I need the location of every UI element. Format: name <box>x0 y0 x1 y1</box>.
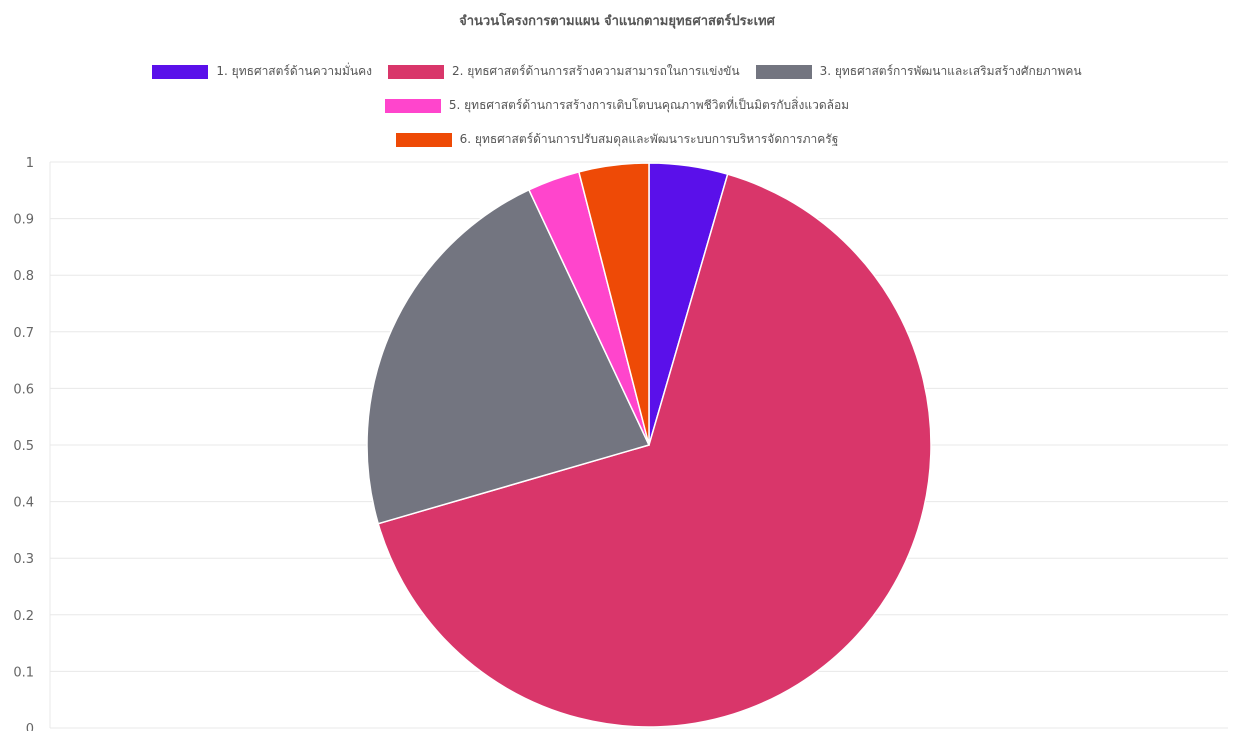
legend-swatch <box>755 64 812 79</box>
y-tick-label: 0.9 <box>13 213 34 228</box>
y-tick-label: 0.8 <box>13 269 34 284</box>
y-axis-ticks: 0 0.1 0.2 0.3 0.4 0.5 0.6 0.7 0.8 0.9 1 <box>13 156 34 731</box>
legend-item-6[interactable]: 6. ยุทธศาสตร์ด้านการปรับสมดุลและพัฒนาระบ… <box>395 130 839 149</box>
legend-swatch <box>395 132 452 147</box>
y-tick-label: 0 <box>26 722 34 731</box>
y-tick-label: 0.2 <box>13 609 34 624</box>
chart-title: จำนวนโครงการตามแผน จำแนกตามยุทธศาสตร์ประ… <box>459 14 775 29</box>
y-tick-label: 0.4 <box>13 496 34 511</box>
legend-label: 3. ยุทธศาสตร์การพัฒนาและเสริมสร้างศักยภา… <box>819 64 1082 78</box>
legend-label: 2. ยุทธศาสตร์ด้านการสร้างความสามารถในการ… <box>452 64 740 78</box>
legend-swatch <box>152 64 209 79</box>
legend-item-3[interactable]: 3. ยุทธศาสตร์การพัฒนาและเสริมสร้างศักยภา… <box>755 62 1082 81</box>
pie-slice-2[interactable] <box>377 173 932 728</box>
legend-item-5[interactable]: 5. ยุทธศาสตร์ด้านการสร้างการเติบโตบนคุณภ… <box>384 96 850 115</box>
legend-label: 6. ยุทธศาสตร์ด้านการปรับสมดุลและพัฒนาระบ… <box>459 132 839 146</box>
y-tick-label: 1 <box>26 156 34 171</box>
y-tick-label: 0.7 <box>13 326 34 341</box>
y-tick-label: 0.6 <box>13 382 34 397</box>
y-tick-label: 0.1 <box>13 665 34 680</box>
legend-row-1: 1. ยุทธศาสตร์ด้านความมั่นคง 2. ยุทธศาสตร… <box>0 62 1234 81</box>
pie-slice-3[interactable] <box>366 188 651 525</box>
legend-item-2[interactable]: 2. ยุทธศาสตร์ด้านการสร้างความสามารถในการ… <box>388 62 740 81</box>
legend-item-1[interactable]: 1. ยุทธศาสตร์ด้านความมั่นคง <box>152 62 372 81</box>
legend-row-2: 5. ยุทธศาสตร์ด้านการสร้างการเติบโตบนคุณภ… <box>0 96 1234 115</box>
legend-label: 1. ยุทธศาสตร์ด้านความมั่นคง <box>216 64 373 78</box>
pie-slice-5[interactable] <box>577 162 650 446</box>
legend-swatch <box>384 98 441 113</box>
pie <box>366 162 932 728</box>
legend-swatch <box>388 64 445 79</box>
y-tick-label: 0.3 <box>13 552 34 567</box>
legend-row-3: 6. ยุทธศาสตร์ด้านการปรับสมดุลและพัฒนาระบ… <box>0 130 1234 149</box>
y-tick-label: 0.5 <box>13 439 34 454</box>
legend-label: 5. ยุทธศาสตร์ด้านการสร้างการเติบโตบนคุณภ… <box>448 98 850 112</box>
